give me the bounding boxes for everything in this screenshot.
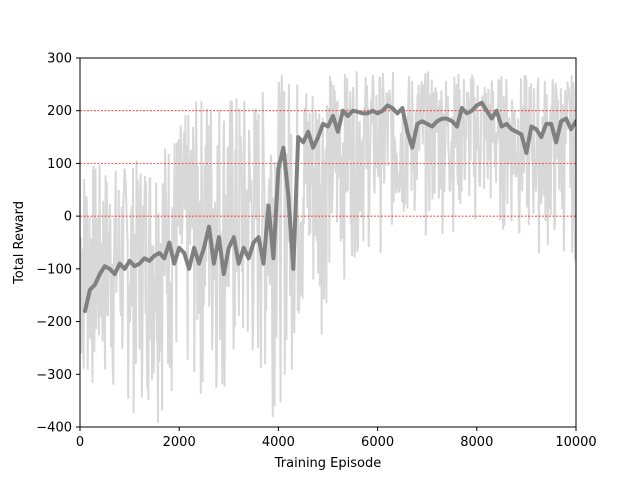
reference-lines xyxy=(80,110,576,217)
y-tick-label: 300 xyxy=(47,52,72,67)
y-tick-label: 100 xyxy=(47,157,72,172)
raw-reward-line xyxy=(80,70,576,423)
y-tick-label: −200 xyxy=(36,315,72,330)
y-tick-label: −300 xyxy=(36,368,72,383)
y-axis-label: Total Reward xyxy=(12,201,27,285)
x-tick-label: 2000 xyxy=(163,435,196,450)
x-tick-label: 10000 xyxy=(555,435,596,450)
x-tick-label: 0 xyxy=(76,435,84,450)
x-tick-label: 8000 xyxy=(460,435,493,450)
x-tick-label: 6000 xyxy=(361,435,394,450)
x-axis-label: Training Episode xyxy=(274,456,381,471)
raw-reward-band xyxy=(80,70,576,423)
y-tick-label: 200 xyxy=(47,104,72,119)
y-tick-label: −100 xyxy=(36,262,72,277)
x-axis-ticks: 0 2000 4000 6000 8000 10000 xyxy=(76,427,597,450)
moving-average-line xyxy=(83,100,576,313)
y-tick-label: −400 xyxy=(36,421,72,436)
x-tick-label: 4000 xyxy=(262,435,295,450)
y-axis-ticks: −400 −300 −200 −100 0 100 200 300 xyxy=(36,52,80,436)
y-tick-label: 0 xyxy=(64,210,72,225)
moving-average-series xyxy=(83,100,576,313)
plot-frame xyxy=(79,57,577,428)
